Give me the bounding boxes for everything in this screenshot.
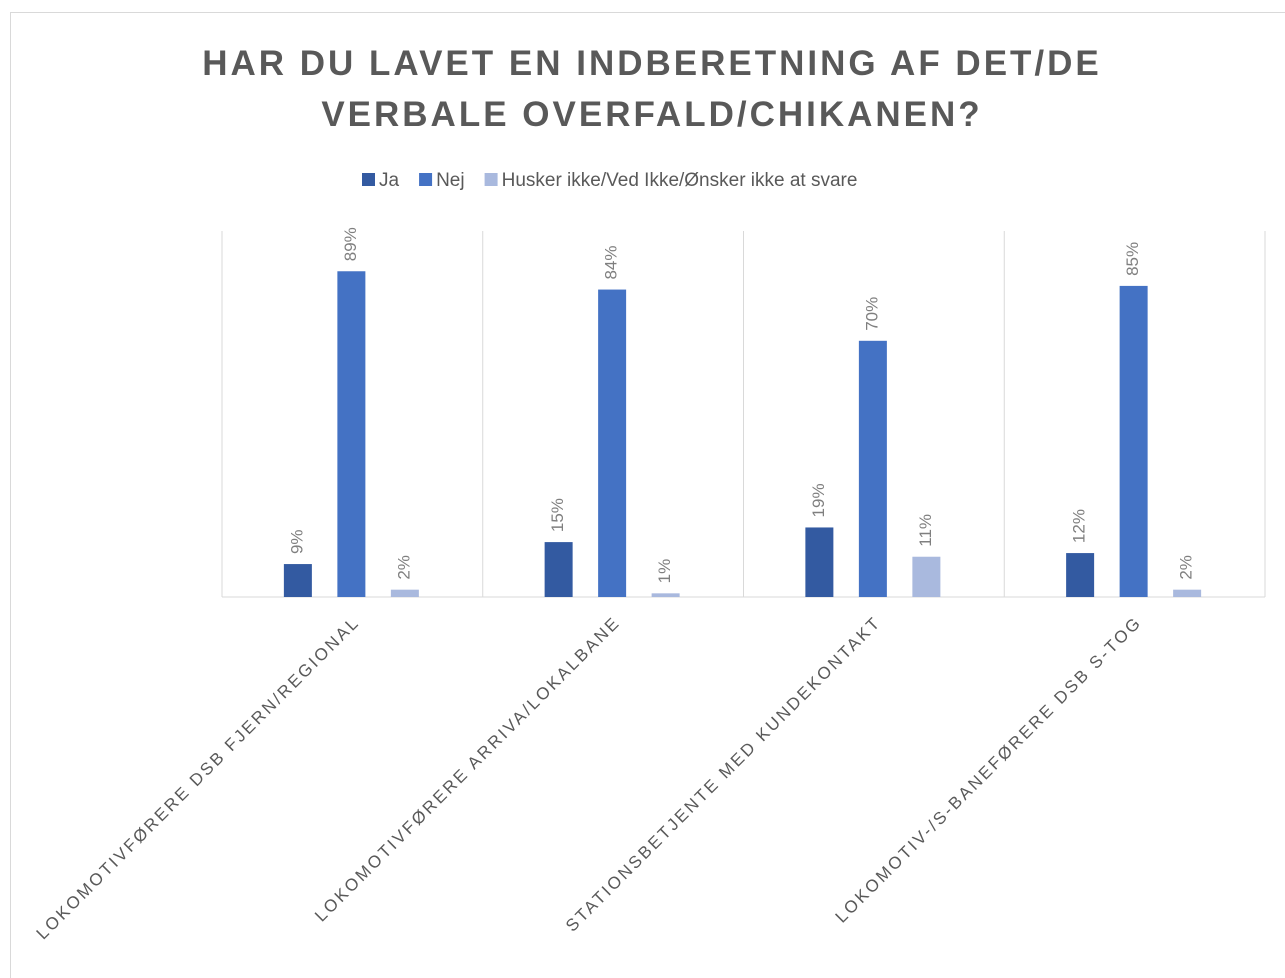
value-label: 85% [1123, 242, 1142, 276]
bar [283, 564, 312, 597]
bar [858, 340, 887, 597]
value-label: 1% [655, 559, 674, 584]
legend-label: Ja [379, 170, 400, 191]
x-tick-label: LOKOMOTIV-/S-BANEFØRERE DSB S-TOG [832, 613, 1146, 927]
bar [651, 593, 680, 597]
legend-swatch [484, 173, 498, 186]
value-label: 11% [916, 514, 935, 547]
value-label: 84% [602, 246, 621, 280]
value-label: 2% [394, 555, 413, 580]
value-label: 15% [548, 498, 567, 532]
x-tick-label: STATIONSBETJENTE MED KUNDEKONTAKT [562, 613, 885, 936]
legend-label: Nej [436, 170, 465, 191]
bar [598, 289, 627, 597]
value-label: 12% [1070, 509, 1089, 543]
bar [912, 556, 941, 597]
legend-label: Husker ikke/Ved Ikke/Ønsker ikke at svar… [502, 170, 858, 191]
legend-swatch [419, 173, 433, 186]
x-tick-label: LOKOMOTIVFØRERE ARRIVA/LOKALBANE [311, 613, 624, 926]
bar [337, 271, 366, 597]
x-tick-label: LOKOMOTIVFØRERE DSB FJERN/REGIONAL [33, 613, 364, 944]
bar [544, 542, 573, 597]
value-label: 70% [862, 297, 881, 331]
bar [1119, 285, 1148, 597]
value-label: 2% [1177, 555, 1196, 580]
bar [1066, 553, 1095, 597]
value-label: 9% [287, 529, 306, 554]
bar [390, 589, 419, 597]
bar [1173, 589, 1202, 597]
bar [805, 527, 834, 597]
legend-swatch [362, 173, 375, 186]
chart-title: HAR DU LAVET EN INDBERETNING AF DET/DE V… [202, 44, 1102, 134]
value-label: 19% [809, 483, 828, 517]
chart-border [10, 12, 1285, 978]
value-label: 89% [341, 227, 360, 261]
